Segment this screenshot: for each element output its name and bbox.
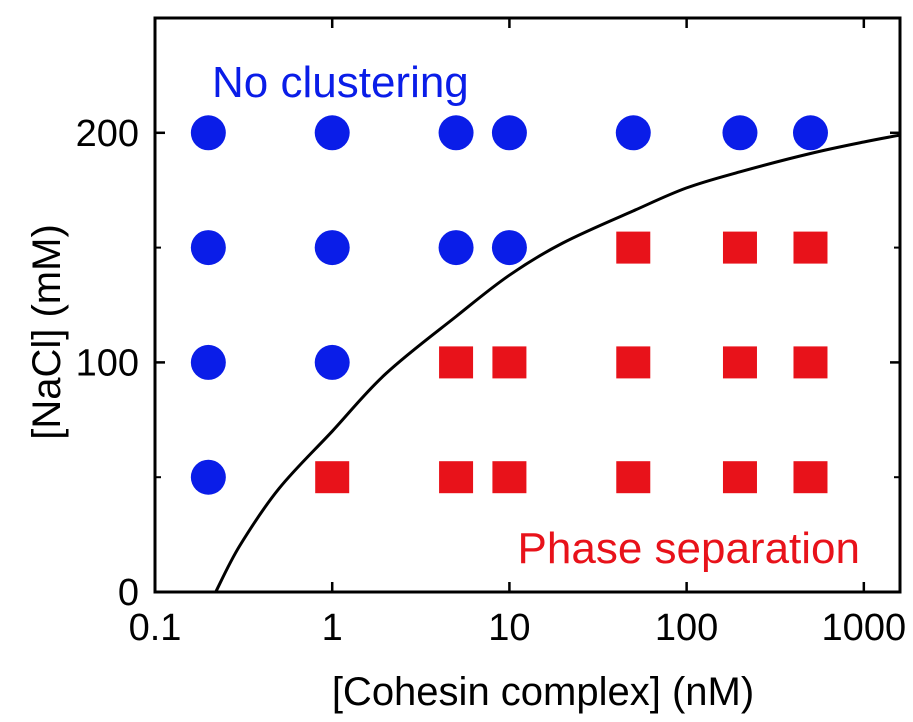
square-point-5 (616, 346, 651, 379)
square-point-10 (492, 461, 527, 494)
circle-point-13 (190, 459, 226, 495)
x-axis-label: [Cohesin complex] (nM) (332, 670, 754, 714)
circle-point-12 (314, 344, 350, 380)
circle-point-0 (190, 115, 226, 151)
plot-frame (153, 16, 902, 594)
circle-point-11 (190, 344, 226, 380)
square-point-7 (793, 346, 828, 379)
square-point-12 (722, 461, 757, 494)
circle-point-10 (491, 230, 527, 266)
x-tick-label: 1 (322, 607, 343, 649)
x-tick-label: 10 (488, 607, 530, 649)
square-point-13 (793, 461, 828, 494)
circle-point-8 (314, 230, 350, 266)
annotation-phase-separation: Phase separation (518, 524, 860, 573)
annotation-no-clustering: No clustering (212, 58, 469, 107)
circle-point-5 (722, 115, 758, 151)
circle-point-4 (615, 115, 651, 151)
square-point-9 (439, 461, 474, 494)
square-point-11 (616, 461, 651, 494)
square-point-4 (492, 346, 527, 379)
square-point-2 (793, 231, 828, 264)
circle-point-9 (438, 230, 474, 266)
phase-boundary-curve (214, 133, 901, 593)
circle-point-3 (491, 115, 527, 151)
circle-point-1 (314, 115, 350, 151)
circle-point-7 (190, 230, 226, 266)
square-point-3 (439, 346, 474, 379)
circle-point-6 (792, 115, 828, 151)
x-tick-label: 100 (655, 607, 718, 649)
y-tick-label: 100 (76, 342, 139, 384)
y-tick-label: 0 (118, 572, 139, 614)
circle-point-2 (438, 115, 474, 151)
square-point-0 (616, 231, 651, 264)
square-point-1 (722, 231, 757, 264)
square-point-8 (315, 461, 350, 494)
x-tick-label: 0.1 (129, 607, 182, 649)
y-tick-label: 200 (76, 113, 139, 155)
y-axis-label: [NaCl] (mM) (25, 224, 69, 440)
x-tick-label: 1000 (822, 607, 907, 649)
square-point-6 (722, 346, 757, 379)
